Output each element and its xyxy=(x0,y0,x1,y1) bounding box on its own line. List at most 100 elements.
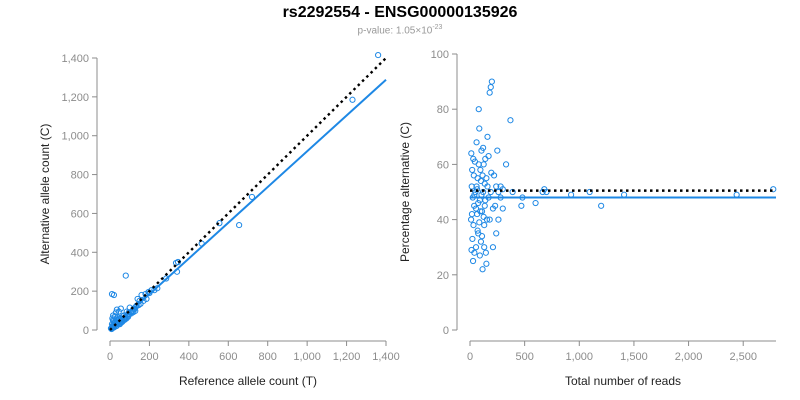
right-data-point xyxy=(474,227,481,234)
right-data-point xyxy=(473,183,480,190)
right-data-point xyxy=(486,216,493,223)
right-data-point xyxy=(480,144,487,151)
right-data-point xyxy=(509,188,516,196)
right-y-tick-label: 60 xyxy=(437,159,449,171)
right-data-point xyxy=(484,133,491,140)
right-x-axis-label: Total number of reads xyxy=(565,374,681,388)
right-data-point xyxy=(474,186,481,193)
right-data-point xyxy=(499,205,506,212)
right-data-point xyxy=(488,78,495,85)
left-y-tick-label: 200 xyxy=(71,286,89,298)
right-data-point xyxy=(482,249,489,256)
left-y-tick-label: 1,200 xyxy=(61,92,89,104)
right-data-point xyxy=(480,213,487,220)
left-x-tick-label: 1,000 xyxy=(293,351,321,363)
left-reference-line xyxy=(109,57,387,331)
right-data-point xyxy=(475,199,482,207)
right-data-point xyxy=(539,188,546,196)
right-y-tick-label: 80 xyxy=(437,104,449,116)
left-fit-line xyxy=(109,79,387,331)
right-data-point xyxy=(486,89,493,96)
right-data-point xyxy=(478,233,486,240)
right-data-point xyxy=(489,205,497,212)
right-data-point xyxy=(770,186,777,193)
right-data-point xyxy=(476,252,483,259)
right-data-point xyxy=(473,139,480,146)
right-data-point xyxy=(481,180,488,187)
right-data-point xyxy=(475,106,482,113)
right-data-point xyxy=(485,153,492,160)
right-data-point xyxy=(489,244,497,251)
left-data-point xyxy=(107,325,115,332)
right-data-point xyxy=(497,183,504,190)
right-y-tick-label: 100 xyxy=(431,49,449,61)
right-data-point xyxy=(481,202,488,209)
subtitle-exponent: -23 xyxy=(432,24,443,31)
right-data-point xyxy=(481,222,488,229)
left-y-axis-label: Alternative allele count (C) xyxy=(38,124,52,265)
left-data-point xyxy=(110,312,117,319)
left-x-axis-label: Reference allele count (T) xyxy=(179,374,317,388)
right-data-point xyxy=(598,202,605,209)
right-data-point xyxy=(475,161,482,168)
right-data-point xyxy=(470,172,477,179)
right-x-tick-label: 2,000 xyxy=(675,351,703,363)
left-y-tick-label: 0 xyxy=(83,325,89,337)
right-data-point xyxy=(532,199,539,207)
right-data-point xyxy=(477,238,485,245)
right-data-point xyxy=(518,202,525,209)
right-data-point xyxy=(477,166,484,174)
right-data-point xyxy=(494,147,501,154)
right-data-point xyxy=(493,230,500,237)
right-data-point xyxy=(468,246,475,254)
right-x-tick-label: 0 xyxy=(467,351,473,363)
right-data-point xyxy=(483,260,490,267)
left-x-tick-label: 600 xyxy=(219,351,237,363)
left-data-point xyxy=(375,51,382,59)
right-data-point xyxy=(474,210,481,218)
right-data-point xyxy=(495,188,502,196)
right-data-point xyxy=(507,117,514,124)
panel-percentage-alternative: 0 20 40 60 80 100 0 500 1,000 1,500 2,000 2,500 Tota… xyxy=(398,49,777,388)
chart-title: rs2292554 - ENSG00000135926 xyxy=(282,4,518,21)
left-data-point xyxy=(117,305,124,312)
right-y-tick-label: 0 xyxy=(443,325,449,337)
right-data-point xyxy=(476,219,483,226)
left-data-point xyxy=(236,221,243,229)
left-x-tick-label: 800 xyxy=(259,351,277,363)
right-data-point xyxy=(586,188,593,196)
right-data-point xyxy=(502,161,510,168)
left-data-point xyxy=(122,272,129,279)
left-x-tick-label: 200 xyxy=(140,351,158,363)
left-y-tick-label: 1,400 xyxy=(61,53,89,65)
right-data-point xyxy=(470,155,477,162)
right-data-point xyxy=(469,257,477,265)
right-x-tick-label: 500 xyxy=(515,351,533,363)
left-y-tick-label: 400 xyxy=(71,247,89,259)
right-data-point xyxy=(493,183,500,190)
right-data-point xyxy=(481,244,488,251)
right-data-point xyxy=(482,155,489,162)
left-data-point xyxy=(113,306,121,313)
left-x-tick-label: 1,200 xyxy=(333,351,361,363)
right-data-point xyxy=(479,266,486,273)
left-x-tick-label: 400 xyxy=(180,351,198,363)
right-data-point xyxy=(476,125,483,132)
left-x-tick-label: 1,400 xyxy=(372,351,400,363)
right-y-tick-label: 20 xyxy=(437,270,449,282)
right-y-axis-label: Percentage alternative (C) xyxy=(398,122,412,262)
panel-allele-counts: 0 200 400 600 800 1,000 1,200 1,400 0 200 400 600 80… xyxy=(38,51,400,388)
right-data-point xyxy=(467,216,475,223)
right-data-point xyxy=(469,235,476,243)
chart-subtitle: p-value: 1.05×10-23 xyxy=(0,24,800,36)
right-data-point xyxy=(468,150,475,157)
right-data-point xyxy=(469,166,476,174)
right-x-tick-label: 2,500 xyxy=(729,351,757,363)
right-data-point xyxy=(479,172,486,179)
subtitle-prefix: p-value: 1.05×10 xyxy=(357,25,433,37)
left-data-point xyxy=(110,291,118,299)
right-x-tick-label: 1,500 xyxy=(620,351,648,363)
right-data-point xyxy=(487,84,494,91)
left-x-tick-label: 0 xyxy=(107,351,113,363)
